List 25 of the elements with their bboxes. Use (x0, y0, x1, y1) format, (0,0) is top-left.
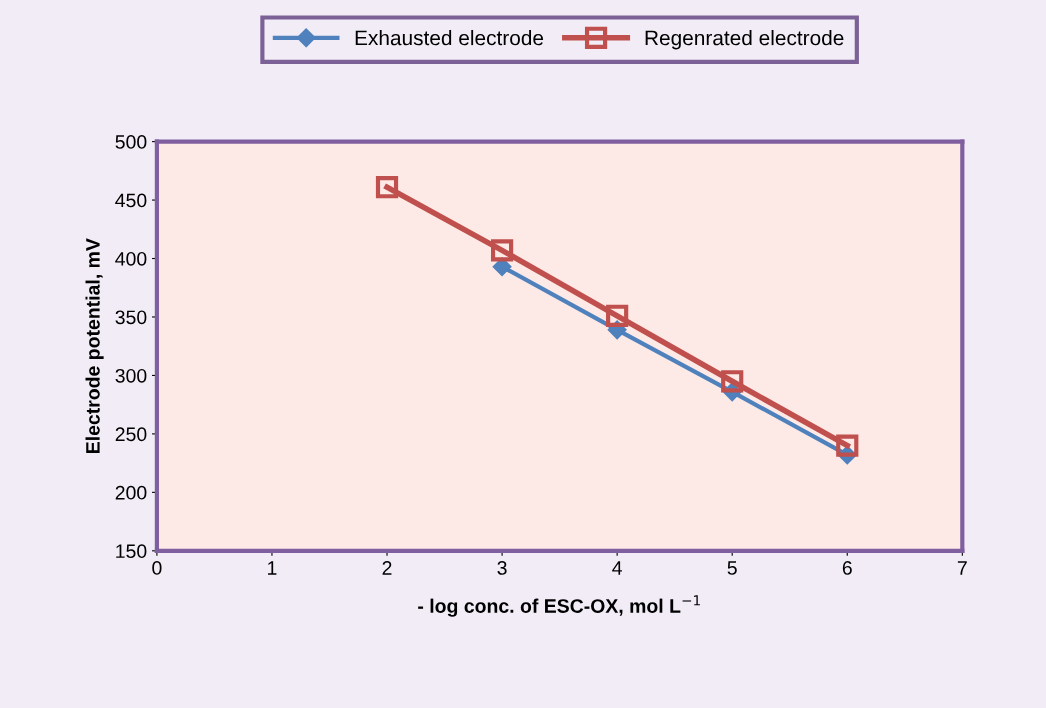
x-tick-label: 4 (612, 561, 622, 575)
y-tick-label: 400 (115, 251, 147, 266)
y-tick-label: 450 (115, 193, 147, 208)
x-tick-label: 0 (152, 561, 162, 575)
y-tick-label: 350 (115, 310, 147, 325)
y-tick-label: 250 (115, 427, 147, 442)
x-tick-label: 1 (268, 561, 277, 575)
y-tick-label: 500 (115, 135, 147, 149)
y-tick-label: 200 (115, 485, 147, 500)
legend-label: Regenrated electrode (645, 30, 844, 50)
point (721, 370, 744, 393)
x-tick-label: 3 (497, 561, 507, 575)
x-tick-label: 2 (382, 561, 392, 575)
x-tick-label: 6 (842, 561, 852, 575)
y-tick-label: 150 (116, 544, 147, 559)
point (836, 434, 859, 457)
y-axis-title: Electrode potential, mV (85, 238, 104, 453)
y-tick-label: 300 (115, 368, 147, 383)
point (606, 304, 629, 327)
x-tick-label: 5 (727, 561, 737, 575)
x-tick-label: 7 (957, 561, 967, 575)
point (490, 239, 514, 262)
point (375, 176, 399, 199)
legend-label: Exhausted electrode (355, 30, 544, 46)
x-axis-title: - log conc. of ESC-OX, mol L$^{−1}$ (418, 595, 700, 617)
